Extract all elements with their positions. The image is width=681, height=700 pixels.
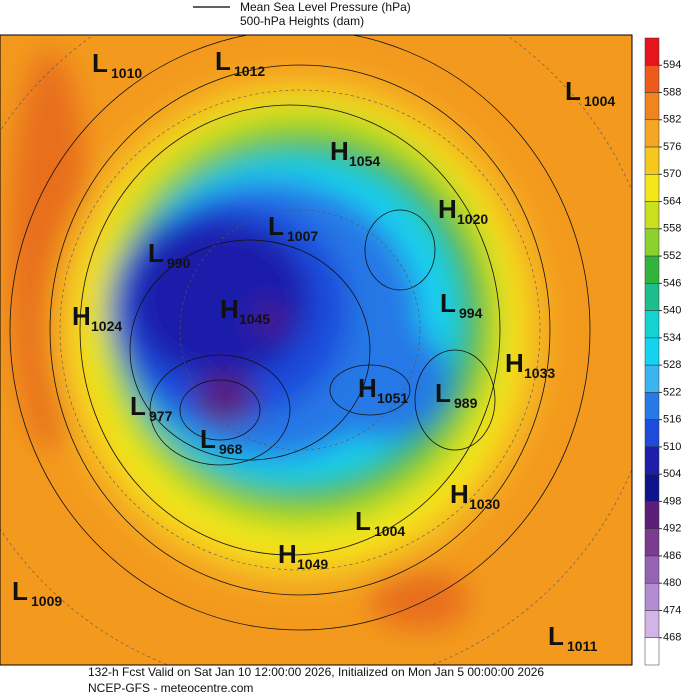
center-letter: L bbox=[268, 211, 284, 241]
colorbar-box bbox=[644, 283, 660, 311]
colorbar-box bbox=[644, 119, 660, 148]
colorbar-label: 582 bbox=[663, 114, 681, 126]
colorbar-box bbox=[644, 364, 660, 393]
colorbar-label: 516 bbox=[663, 414, 681, 426]
center-value: 1011 bbox=[567, 638, 598, 654]
colorbar-box bbox=[644, 392, 660, 420]
colorbar-box bbox=[644, 310, 660, 339]
center-value: 1007 bbox=[287, 228, 318, 244]
colorbar-box bbox=[644, 337, 660, 366]
center-value: 1004 bbox=[374, 523, 405, 539]
center-value: 989 bbox=[454, 395, 478, 411]
colorbar-box bbox=[644, 582, 660, 611]
center-letter: L bbox=[355, 506, 371, 536]
colorbar-box bbox=[644, 37, 660, 66]
colorbar-label: 522 bbox=[663, 386, 681, 398]
colorbar-box bbox=[644, 555, 660, 584]
center-value: 1045 bbox=[239, 311, 270, 327]
footer-source: NCEP-GFS - meteocentre.com bbox=[88, 681, 253, 695]
colorbar-label: 498 bbox=[663, 495, 681, 507]
center-letter: L bbox=[215, 46, 231, 76]
footer-valid: 132-h Fcst Valid on Sat Jan 10 12:00:00 … bbox=[88, 665, 544, 679]
colorbar-label: 540 bbox=[663, 305, 681, 317]
center-letter: H bbox=[330, 136, 349, 166]
center-letter: L bbox=[565, 76, 581, 106]
colorbar-box bbox=[644, 528, 660, 557]
center-value: 1009 bbox=[31, 593, 62, 609]
colorbar-box bbox=[644, 473, 660, 502]
center-letter: H bbox=[438, 194, 457, 224]
center-value: 1004 bbox=[584, 93, 615, 109]
colorbar-label: 558 bbox=[663, 223, 681, 235]
center-value: 1054 bbox=[349, 153, 380, 169]
center-value: 1024 bbox=[91, 318, 122, 334]
center-letter: L bbox=[130, 391, 146, 421]
colorbar-label: 504 bbox=[663, 468, 681, 480]
colorbar-box bbox=[644, 446, 660, 475]
center-letter: L bbox=[92, 48, 108, 78]
center-value: 1020 bbox=[457, 211, 488, 227]
colorbar-label: 576 bbox=[663, 141, 681, 153]
center-letter: L bbox=[12, 576, 28, 606]
colorbar-label: 534 bbox=[663, 332, 681, 344]
colorbar-label: 474 bbox=[663, 604, 681, 616]
colorbar-label: 480 bbox=[663, 577, 681, 589]
center-letter: L bbox=[200, 424, 216, 454]
colorbar-label: 570 bbox=[663, 168, 681, 180]
center-letter: H bbox=[358, 373, 377, 403]
colorbar-box bbox=[644, 610, 660, 638]
colorbar-box bbox=[644, 501, 660, 529]
center-letter: H bbox=[505, 348, 524, 378]
colorbar-box bbox=[644, 146, 660, 175]
colorbar-label: 510 bbox=[663, 441, 681, 453]
center-value: 977 bbox=[149, 408, 173, 424]
colorbar-label: 468 bbox=[663, 632, 681, 644]
map-frame bbox=[0, 34, 633, 666]
center-value: 990 bbox=[167, 255, 191, 271]
colorbar-label: 594 bbox=[663, 59, 681, 71]
colorbar-label: 528 bbox=[663, 359, 681, 371]
center-value: 1012 bbox=[234, 63, 265, 79]
legend-pressure: Mean Sea Level Pressure (hPa) bbox=[240, 0, 411, 14]
center-letter: L bbox=[435, 378, 451, 408]
colorbar-label: 546 bbox=[663, 277, 681, 289]
colorbar-box bbox=[644, 419, 660, 448]
center-value: 1049 bbox=[297, 556, 328, 572]
center-value: 1033 bbox=[524, 365, 555, 381]
colorbar-label: 552 bbox=[663, 250, 681, 262]
colorbar-box bbox=[644, 637, 660, 666]
colorbar-box bbox=[644, 228, 660, 257]
height-field bbox=[10, 50, 550, 630]
colorbar-label: 564 bbox=[663, 195, 681, 207]
center-letter: H bbox=[220, 294, 239, 324]
colorbar-box bbox=[644, 255, 660, 284]
colorbar-box bbox=[644, 174, 660, 202]
center-letter: L bbox=[548, 621, 564, 651]
colorbar-box bbox=[644, 65, 660, 93]
center-value: 1030 bbox=[469, 496, 500, 512]
map-field bbox=[0, 35, 632, 665]
center-value: 1051 bbox=[377, 390, 408, 406]
colorbar-label: 492 bbox=[663, 523, 681, 535]
graticule bbox=[0, 35, 632, 665]
center-letter: L bbox=[440, 288, 456, 318]
center-letter: H bbox=[278, 539, 297, 569]
colorbar-box bbox=[644, 201, 660, 230]
legend-heights: 500-hPa Heights (dam) bbox=[240, 14, 364, 28]
colorbar-label: 588 bbox=[663, 86, 681, 98]
center-value: 994 bbox=[459, 305, 483, 321]
colorbar-box bbox=[644, 92, 660, 121]
center-value: 968 bbox=[219, 441, 243, 457]
center-letter: L bbox=[148, 238, 164, 268]
center-letter: H bbox=[450, 479, 469, 509]
center-letter: H bbox=[72, 301, 91, 331]
pressure-contours bbox=[9, 35, 591, 631]
center-value: 1010 bbox=[111, 65, 142, 81]
colorbar-label: 486 bbox=[663, 550, 681, 562]
